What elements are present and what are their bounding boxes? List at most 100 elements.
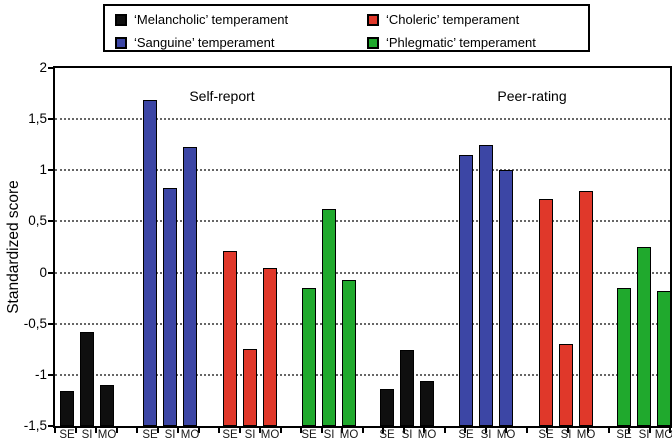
gridline	[55, 373, 670, 376]
bar-self-SI	[322, 209, 336, 426]
y-tick-label: 1	[39, 162, 47, 178]
legend-label-melancholic: ‘Melancholic’ temperament	[134, 12, 289, 27]
x-tick	[341, 428, 343, 433]
x-tick	[320, 428, 323, 433]
x-category-label: MO	[180, 429, 200, 441]
x-tick	[177, 428, 179, 433]
bar-peer-MO	[579, 190, 593, 426]
bar-self-SI	[243, 349, 257, 426]
bar-peer-SI	[479, 144, 493, 426]
x-tick	[423, 428, 425, 433]
legend-label-phlegmatic: ‘Phlegmatic’ temperament	[386, 35, 536, 50]
bar-peer-SE	[380, 389, 394, 426]
x-category-label: SE	[301, 429, 317, 441]
x-tick	[54, 428, 56, 433]
gridline	[55, 169, 670, 172]
x-category-label: MO	[576, 429, 596, 441]
x-tick	[279, 428, 282, 433]
y-tick-label: 0,5	[28, 213, 47, 229]
bar-peer-MO	[420, 380, 434, 426]
x-tick	[607, 428, 610, 433]
x-category-label: SI	[560, 429, 572, 441]
x-category-label: SI	[638, 429, 650, 441]
section-title-self-report: Self-report	[189, 88, 255, 104]
bar-self-SE	[60, 391, 74, 426]
bar-peer-SE	[617, 287, 631, 426]
bar-self-SI	[163, 187, 177, 426]
x-category-label: SI	[164, 429, 176, 441]
y-tick	[48, 220, 55, 223]
x-category-label: MO	[97, 429, 117, 441]
x-category-label: SI	[480, 429, 492, 441]
bar-peer-SI	[400, 350, 414, 426]
bar-self-MO	[342, 279, 356, 426]
x-category-label: MO	[260, 429, 280, 441]
bar-peer-SE	[539, 198, 553, 426]
x-tick	[443, 428, 446, 433]
y-tick-label: -1	[34, 366, 47, 382]
x-tick	[238, 428, 241, 433]
x-tick	[587, 428, 589, 433]
legend-item-choleric: ‘Choleric’ temperament	[367, 12, 519, 28]
x-tick	[361, 428, 364, 433]
y-tick-label: 0	[39, 264, 47, 280]
y-tick	[48, 169, 55, 172]
x-tick	[402, 428, 405, 433]
legend-swatch-melancholic	[115, 14, 127, 26]
x-tick	[464, 428, 466, 433]
x-category-label: SI	[81, 429, 93, 441]
legend-item-phlegmatic: ‘Phlegmatic’ temperament	[367, 35, 536, 51]
x-category-label: SE	[59, 429, 75, 441]
x-tick	[546, 428, 548, 433]
bar-self-SI	[80, 331, 94, 426]
x-tick	[382, 428, 384, 433]
x-tick	[218, 428, 220, 433]
bar-peer-SI	[559, 344, 573, 426]
gridline	[55, 220, 670, 223]
legend-swatch-sanguine	[115, 37, 127, 49]
bar-self-MO	[100, 385, 114, 426]
x-tick	[136, 428, 138, 433]
y-tick-label: 2	[39, 60, 47, 75]
x-category-label: SE	[142, 429, 158, 441]
x-category-label: SE	[538, 429, 554, 441]
x-category-label: MO	[417, 429, 437, 441]
x-category-label: SI	[401, 429, 413, 441]
bar-peer-SI	[637, 247, 651, 426]
y-tick	[48, 67, 55, 69]
x-tick	[669, 428, 671, 433]
x-tick	[525, 428, 528, 433]
legend-swatch-phlegmatic	[367, 37, 379, 49]
x-category-label: SI	[323, 429, 335, 441]
y-tick	[48, 271, 55, 274]
bar-peer-SE	[459, 154, 473, 426]
x-category-label: MO	[496, 429, 516, 441]
y-tick-label: -1,5	[23, 418, 47, 433]
y-tick	[48, 425, 55, 427]
x-tick	[566, 428, 569, 433]
section-title-peer-rating: Peer-rating	[497, 88, 567, 104]
bar-self-SE	[223, 251, 237, 426]
legend: ‘Melancholic’ temperament ‘Choleric’ tem…	[103, 4, 590, 52]
x-category-label: SE	[458, 429, 474, 441]
x-tick	[505, 428, 507, 433]
x-tick	[156, 428, 159, 433]
gridline	[55, 118, 670, 121]
bar-self-MO	[183, 146, 197, 426]
x-category-label: SI	[244, 429, 256, 441]
x-category-label: MO	[654, 429, 672, 441]
x-tick	[484, 428, 487, 433]
x-category-label: MO	[339, 429, 359, 441]
bar-self-MO	[263, 268, 277, 426]
x-tick	[628, 428, 630, 433]
y-tick	[48, 322, 55, 325]
legend-label-choleric: ‘Choleric’ temperament	[386, 12, 520, 27]
bar-self-SE	[302, 287, 316, 426]
legend-label-sanguine: ‘Sanguine’ temperament	[134, 35, 275, 50]
bar-peer-MO	[499, 170, 513, 426]
y-tick-label: 1,5	[28, 111, 47, 127]
x-tick	[300, 428, 302, 433]
gridline	[55, 322, 670, 325]
